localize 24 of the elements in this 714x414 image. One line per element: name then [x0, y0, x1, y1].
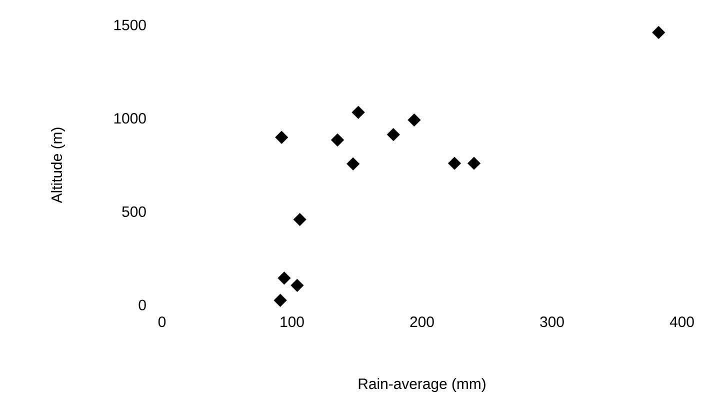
- x-tick-label: 300: [540, 316, 564, 328]
- y-tick-label: 1000: [114, 113, 146, 124]
- x-tick-label: 400: [670, 316, 694, 328]
- point: [448, 156, 462, 170]
- x-tick-label: 0: [158, 316, 166, 328]
- point: [652, 26, 666, 40]
- point: [408, 113, 421, 127]
- x-tick-label: 100: [280, 316, 304, 328]
- point: [346, 157, 360, 170]
- point: [386, 128, 400, 142]
- y-tick-label: 1500: [114, 20, 146, 30]
- point: [290, 278, 304, 292]
- point: [278, 272, 291, 285]
- point: [274, 294, 287, 307]
- x-tick-label: 200: [410, 316, 434, 328]
- x-axis-title: Rain-average (mm): [358, 378, 486, 392]
- point: [293, 212, 306, 226]
- point: [330, 133, 344, 147]
- point: [467, 156, 481, 170]
- point: [275, 130, 288, 144]
- y-tick-label: 500: [122, 206, 146, 217]
- point: [352, 106, 365, 119]
- y-axis-title: Altitude (m): [51, 128, 65, 204]
- y-tick-label: 0: [138, 300, 146, 310]
